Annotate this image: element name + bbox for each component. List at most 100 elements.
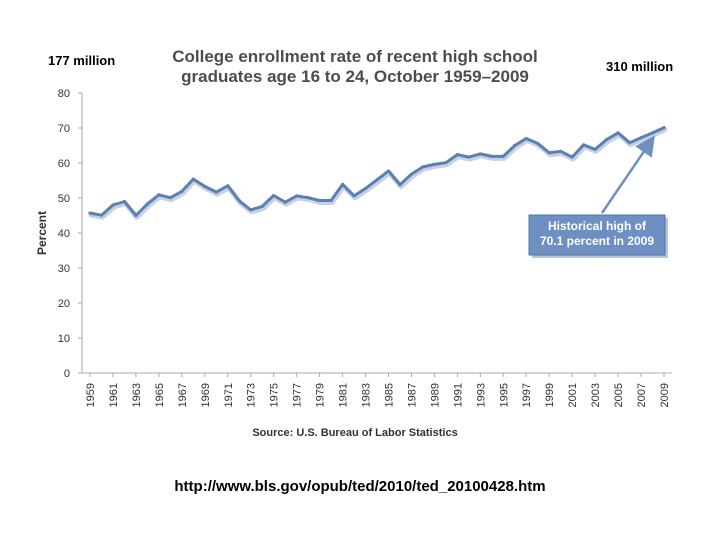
x-tick-label: 1993 bbox=[475, 383, 487, 407]
chart-panel: College enrollment rate of recent high s… bbox=[32, 38, 687, 448]
data-point bbox=[272, 193, 276, 198]
data-point bbox=[593, 147, 597, 151]
data-point bbox=[386, 169, 391, 173]
x-tick-label: 1985 bbox=[383, 383, 395, 407]
y-axis-label: Percent bbox=[35, 211, 49, 255]
data-point bbox=[340, 182, 345, 186]
data-point bbox=[444, 161, 448, 165]
data-point bbox=[536, 141, 540, 145]
annotation-text: 70.1 percent in 2009 bbox=[540, 234, 654, 248]
data-point bbox=[627, 141, 632, 145]
data-point bbox=[122, 199, 127, 204]
y-tick-label: 50 bbox=[58, 193, 70, 205]
data-point bbox=[662, 126, 666, 130]
x-tick-label: 1965 bbox=[154, 383, 166, 407]
population-2009-note: 310 million bbox=[606, 59, 674, 74]
x-tick-label: 2005 bbox=[613, 383, 625, 407]
x-tick-label: 1989 bbox=[429, 383, 441, 407]
x-tick-label: 2001 bbox=[567, 383, 579, 407]
data-point bbox=[295, 194, 299, 198]
data-point bbox=[455, 153, 459, 157]
data-point bbox=[318, 198, 322, 203]
data-point bbox=[99, 213, 104, 217]
series-line-shadow bbox=[88, 127, 668, 220]
chart-source: Source: U.S. Bureau of Labor Statistics bbox=[252, 427, 457, 439]
annotation-text: Historical high of bbox=[548, 219, 647, 233]
data-point bbox=[513, 143, 517, 148]
source-url: http://www.bls.gov/opub/ted/2010/ted_201… bbox=[174, 478, 546, 495]
x-tick-label: 1969 bbox=[200, 383, 212, 407]
x-tick-label: 1987 bbox=[406, 383, 418, 407]
data-point bbox=[283, 200, 287, 204]
data-point bbox=[214, 190, 218, 194]
data-point bbox=[191, 177, 195, 181]
y-tick-label: 80 bbox=[58, 88, 70, 100]
y-tick-label: 40 bbox=[58, 228, 70, 240]
data-point bbox=[421, 165, 425, 169]
x-tick-label: 1971 bbox=[223, 383, 235, 407]
annotation-arrow bbox=[600, 135, 655, 214]
x-tick-label: 1961 bbox=[108, 383, 120, 407]
x-tick-label: 2009 bbox=[659, 383, 671, 407]
chart-title-line: College enrollment rate of recent high s… bbox=[172, 47, 538, 66]
data-point bbox=[88, 211, 92, 215]
data-point bbox=[398, 183, 402, 187]
data-point bbox=[409, 172, 414, 176]
x-tick-label: 1979 bbox=[315, 383, 327, 407]
data-point bbox=[547, 151, 551, 155]
x-tick-label: 2007 bbox=[636, 383, 648, 407]
data-point bbox=[157, 193, 161, 197]
data-point bbox=[582, 143, 586, 147]
data-point bbox=[490, 154, 494, 158]
x-tick-label: 1959 bbox=[85, 383, 97, 407]
x-tick-label: 1997 bbox=[521, 383, 533, 407]
annotation-box bbox=[528, 214, 666, 256]
y-tick-label: 60 bbox=[58, 158, 70, 170]
line-chart: College enrollment rate of recent high s… bbox=[35, 47, 672, 439]
data-point bbox=[467, 155, 471, 159]
data-point bbox=[616, 131, 620, 135]
x-tick-label: 1963 bbox=[131, 383, 143, 407]
data-point bbox=[501, 154, 505, 158]
y-tick-label: 30 bbox=[58, 263, 70, 275]
data-point bbox=[329, 198, 333, 203]
data-point bbox=[650, 131, 655, 135]
data-point bbox=[203, 184, 207, 189]
data-point bbox=[168, 196, 172, 200]
y-tick-label: 20 bbox=[58, 298, 70, 310]
x-tick-label: 1977 bbox=[292, 383, 304, 407]
data-point bbox=[524, 136, 528, 141]
data-point bbox=[478, 152, 482, 156]
x-tick-label: 1981 bbox=[338, 383, 350, 407]
data-point bbox=[226, 184, 230, 188]
data-point bbox=[605, 137, 609, 142]
data-point bbox=[559, 149, 563, 154]
population-1959-note: 177 million bbox=[48, 53, 116, 68]
y-tick-label: 70 bbox=[58, 123, 70, 135]
series-line bbox=[88, 126, 666, 217]
data-point bbox=[306, 196, 310, 200]
data-point bbox=[432, 162, 436, 166]
data-point bbox=[249, 208, 253, 212]
chart-title-line: graduates age 16 to 24, October 1959–200… bbox=[181, 67, 529, 86]
data-point bbox=[111, 203, 115, 207]
x-tick-label: 2003 bbox=[590, 383, 602, 407]
data-point bbox=[134, 213, 138, 218]
data-point bbox=[352, 194, 356, 198]
data-point bbox=[237, 199, 241, 203]
x-tick-label: 1995 bbox=[498, 383, 510, 407]
x-tick-label: 1967 bbox=[177, 383, 189, 407]
data-point bbox=[639, 136, 643, 140]
data-point bbox=[180, 189, 184, 193]
x-tick-label: 1983 bbox=[361, 383, 373, 407]
x-tick-label: 1975 bbox=[269, 383, 281, 407]
data-point bbox=[363, 186, 368, 191]
y-tick-label: 10 bbox=[58, 333, 70, 345]
data-point bbox=[145, 202, 149, 206]
y-tick-label: 0 bbox=[64, 368, 70, 380]
data-point bbox=[375, 178, 379, 182]
x-tick-label: 1999 bbox=[544, 383, 556, 407]
x-tick-label: 1991 bbox=[452, 383, 464, 407]
data-point bbox=[260, 204, 264, 208]
data-point bbox=[570, 155, 574, 159]
